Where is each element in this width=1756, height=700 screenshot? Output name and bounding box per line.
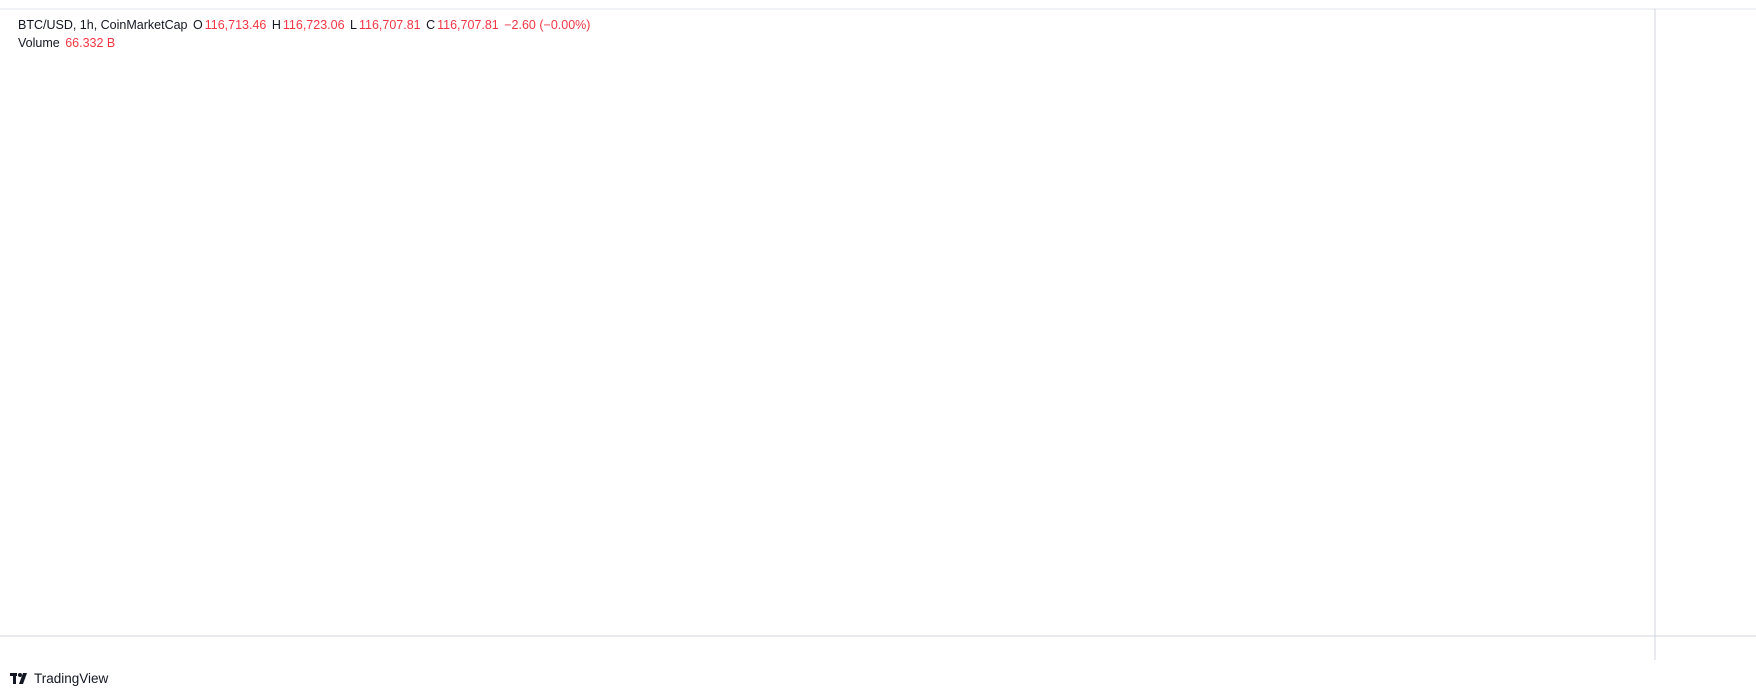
legend-line: Volume 66.332 B [18, 34, 592, 52]
ohlc-value: 116,707.81 [358, 18, 421, 32]
symbol: BTC/USD, 1h, CoinMarketCap [18, 18, 188, 32]
logo-part [19, 672, 27, 684]
legend-line: BTC/USD, 1h, CoinMarketCap O 116,713.46 H… [18, 16, 592, 34]
change: −2.60 (−0.00%) [504, 18, 591, 32]
ohlc-value: 116,723.06 [282, 18, 345, 32]
ohlc-key: L [350, 18, 357, 32]
brand-name: TradingView [34, 671, 109, 686]
ohlc-key: O [193, 18, 203, 32]
volume-name: Volume [18, 36, 60, 50]
brand: TradingView [10, 671, 108, 686]
legend: BTC/USD, 1h, CoinMarketCap O 116,713.46 H… [18, 16, 592, 52]
brand-logo [10, 672, 27, 684]
volume-value: 66.332 B [65, 36, 116, 50]
logo-part [13, 672, 16, 684]
logo-part [18, 672, 22, 677]
ohlc-key: H [271, 18, 281, 32]
ohlc-value: 116,707.81 [437, 18, 499, 32]
ohlc-value: 116,713.46 [204, 18, 267, 32]
ohlc-key: C [426, 18, 436, 32]
